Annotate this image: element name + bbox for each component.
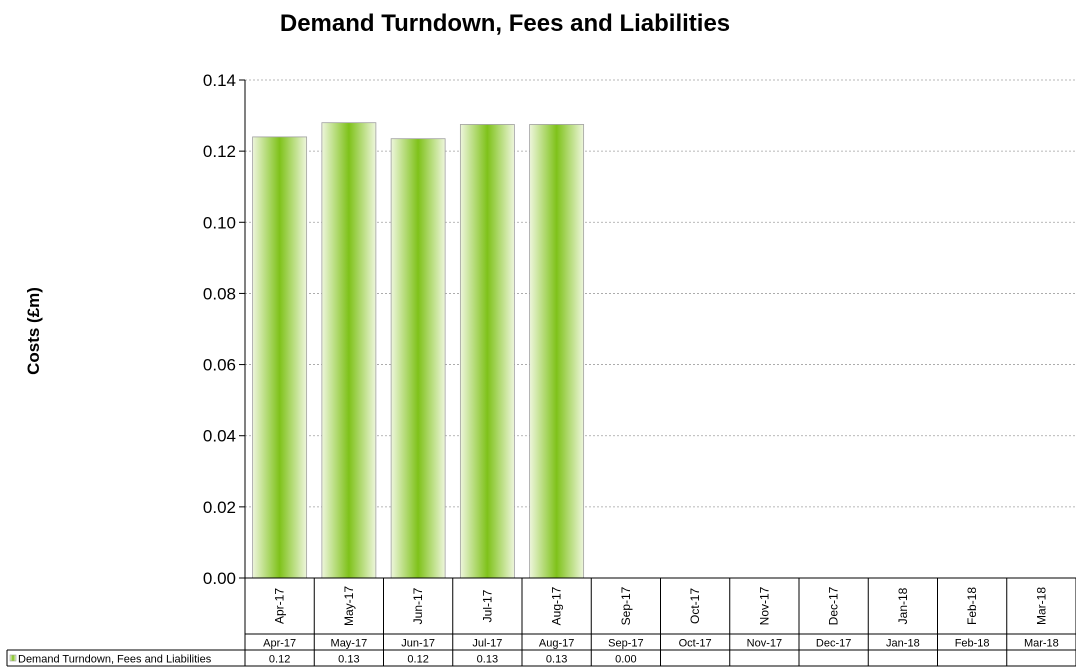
x-tick-label: Feb-18 — [965, 587, 979, 625]
y-tick-label: 0.04 — [203, 427, 236, 446]
table-value-cell: 0.13 — [546, 654, 567, 666]
y-tick-label: 0.10 — [203, 213, 236, 232]
table-header-cell: Aug-17 — [539, 638, 574, 650]
x-tick-label: Nov-17 — [757, 586, 771, 625]
bar — [529, 124, 585, 579]
x-tick-labels: Apr-17 May-17 Jun-17 Jul-17 Aug-17 Sep-17 Oct-… — [273, 586, 1049, 626]
table-header-cell: Apr-17 — [263, 638, 296, 650]
table-header-cell: Jan-18 — [886, 638, 920, 650]
table-value-cell: 0.13 — [338, 654, 359, 666]
table-header-cell: Oct-17 — [679, 638, 712, 650]
y-axis-label: Costs (£m) — [24, 287, 43, 375]
table-header-cell: Sep-17 — [608, 638, 643, 650]
bar — [252, 136, 308, 579]
table-header-cell: Feb-18 — [955, 638, 990, 650]
y-tick-label: 0.02 — [203, 498, 236, 517]
data-table: Apr-17 May-17 Jun-17 Jul-17 Aug-17 Sep-17 Oct-… — [6, 633, 1076, 667]
table-value-cell: 0.12 — [407, 654, 428, 666]
table-value-cell: 0.00 — [615, 654, 636, 666]
x-tick-label: Jan-18 — [896, 587, 910, 624]
y-tick-label: 0.14 — [203, 71, 236, 90]
x-tick-label: Sep-17 — [619, 586, 633, 625]
legend-key — [9, 654, 17, 662]
x-tick-label: Aug-17 — [550, 586, 564, 625]
table-header-cell: May-17 — [331, 638, 368, 650]
y-tick-label: 0.06 — [203, 356, 236, 375]
x-tick-label: Oct-17 — [688, 588, 702, 624]
bars — [252, 122, 585, 579]
table-header-cell: Nov-17 — [747, 638, 782, 650]
x-tick-label: Jun-17 — [411, 587, 425, 624]
table-header-cell: Jun-17 — [401, 638, 435, 650]
x-tick-label: Mar-18 — [1034, 587, 1048, 625]
y-tick-label: 0.08 — [203, 284, 236, 303]
table-value-cell: 0.12 — [269, 654, 290, 666]
x-tick-label: Dec-17 — [827, 586, 841, 625]
y-tick-labels: 0.00 0.02 0.04 0.06 0.08 0.10 0.12 0.14 — [203, 71, 236, 588]
chart-title: Demand Turndown, Fees and Liabilities — [280, 10, 730, 37]
table-header-cell: Mar-18 — [1024, 638, 1059, 650]
table-header-cell: Jul-17 — [472, 638, 502, 650]
x-tick-label: Apr-17 — [273, 588, 287, 624]
table-header-cell: Dec-17 — [816, 638, 851, 650]
bar — [459, 124, 515, 579]
gridlines — [239, 79, 1076, 579]
table-value-cell: 0.13 — [477, 654, 498, 666]
legend-series-label: Demand Turndown, Fees and Liabilities — [18, 654, 212, 666]
x-tick-label: Jul-17 — [480, 589, 494, 622]
bar — [390, 138, 446, 579]
y-tick-label: 0.00 — [203, 569, 236, 588]
bar — [321, 122, 377, 579]
x-tick-label: May-17 — [342, 586, 356, 626]
y-tick-label: 0.12 — [203, 142, 236, 161]
axes — [244, 80, 1076, 634]
